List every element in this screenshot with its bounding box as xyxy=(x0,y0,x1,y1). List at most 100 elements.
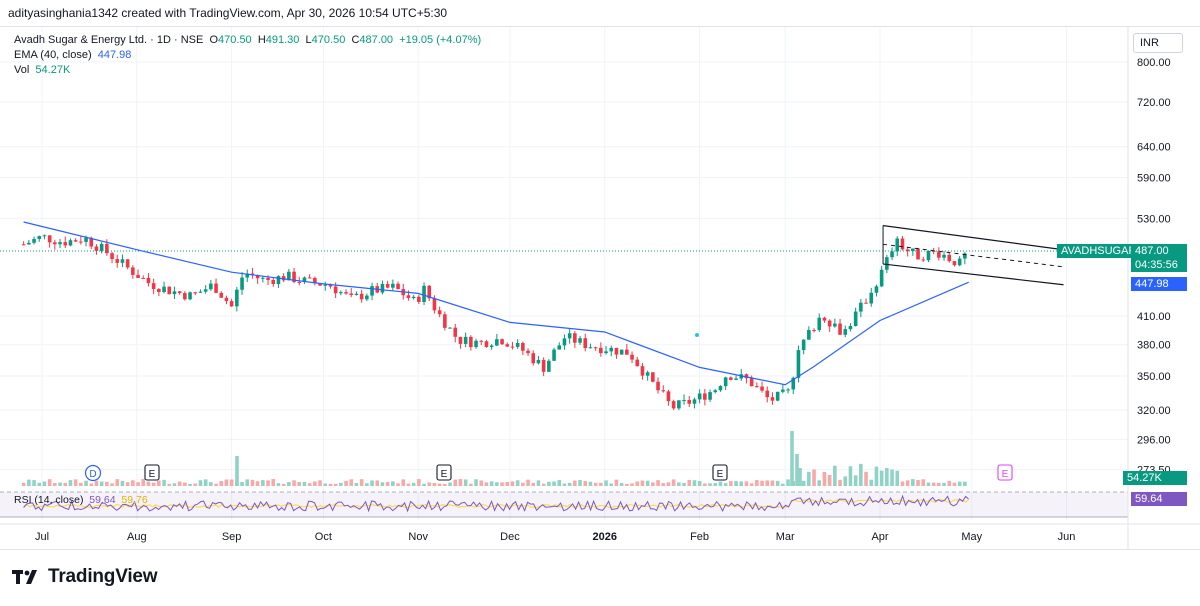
candle-body xyxy=(183,293,187,300)
candle-body xyxy=(287,271,291,281)
volume-bar xyxy=(677,482,681,486)
candle-body xyxy=(203,289,208,292)
price-tick-label: 800.00 xyxy=(1137,57,1171,69)
candle-body xyxy=(848,325,853,330)
candle-body xyxy=(229,301,234,307)
candle-body xyxy=(874,286,879,293)
candle-body xyxy=(822,317,827,321)
candle-body xyxy=(235,289,239,307)
volume-bar xyxy=(359,479,364,486)
candle-body xyxy=(547,360,551,372)
candle-body xyxy=(942,254,946,258)
brand[interactable]: TradingView xyxy=(12,566,158,588)
volume-bar xyxy=(469,483,473,486)
volume-bar xyxy=(942,482,946,486)
volume-bar xyxy=(526,479,530,486)
volume-bar xyxy=(167,483,172,486)
volume-bar xyxy=(869,479,874,486)
time-tick-label: Aug xyxy=(127,531,147,543)
candle-body xyxy=(354,293,359,296)
candle-body xyxy=(864,302,868,304)
candle-body xyxy=(661,390,666,392)
candle-body xyxy=(463,336,468,344)
volume-bar xyxy=(781,483,785,486)
volume-bar xyxy=(328,483,333,486)
candle-body xyxy=(125,259,130,268)
ema-label: EMA (40, close) xyxy=(14,49,92,61)
volume-bar xyxy=(396,483,400,486)
price-tick-label: 320.00 xyxy=(1137,405,1171,417)
candle-body xyxy=(266,277,270,280)
currency-label: INR xyxy=(1140,37,1159,49)
volume-bar xyxy=(432,482,437,486)
volume-bar xyxy=(474,479,478,486)
price-tick-label: 296.00 xyxy=(1137,435,1171,447)
ema-line xyxy=(23,221,969,386)
high-value: 491.30 xyxy=(265,34,300,46)
volume-bar xyxy=(760,480,764,486)
price-tick-label: 590.00 xyxy=(1137,173,1171,185)
candle-body xyxy=(271,279,276,285)
candle-body xyxy=(162,286,166,293)
volume-bar xyxy=(463,479,468,486)
candle-body xyxy=(921,259,926,261)
candle-body xyxy=(791,377,796,390)
volume-bar xyxy=(79,482,83,486)
candle-body xyxy=(167,286,172,295)
candle-body xyxy=(99,243,104,251)
candle-body xyxy=(209,283,213,290)
candle-body xyxy=(729,377,733,380)
volume-bar xyxy=(765,480,770,486)
legend-symbol-row: Avadh Sugar & Energy Ltd. · 1D · NSE O47… xyxy=(14,33,481,48)
time-tick-label: Apr xyxy=(871,531,888,543)
dividend-marker-icon xyxy=(84,464,102,482)
candle-body xyxy=(588,347,593,349)
volume-bar xyxy=(313,481,317,486)
candle-body xyxy=(27,242,31,245)
volume-bar xyxy=(489,481,494,486)
currency-selector[interactable]: INR xyxy=(1133,33,1183,53)
candle-body xyxy=(531,353,536,364)
chart-frame[interactable] xyxy=(0,26,1200,550)
volume-bar xyxy=(957,481,962,486)
candle-body xyxy=(656,381,660,391)
candle-body xyxy=(115,259,120,263)
volume-bar xyxy=(177,481,182,486)
change-value: +19.05 (+4.07%) xyxy=(399,34,482,46)
candle-body xyxy=(843,329,848,335)
volume-bar xyxy=(120,480,125,486)
candle-body xyxy=(635,359,640,367)
volume-bar xyxy=(895,470,900,486)
volume-bar xyxy=(224,479,229,486)
candle-body xyxy=(47,235,52,243)
event-marker: E xyxy=(997,464,1013,481)
candle-body xyxy=(573,333,577,343)
candle-body xyxy=(536,359,541,364)
candle-body xyxy=(151,283,156,290)
candle-body xyxy=(812,330,816,332)
volume-bar xyxy=(21,482,26,486)
volume-bar xyxy=(385,482,390,486)
candle-body xyxy=(734,378,738,380)
candle-body xyxy=(318,283,322,286)
rsi-panel xyxy=(0,491,1128,518)
candle-body xyxy=(261,277,265,279)
attribution-bar: adityasinghania1342 created with Trading… xyxy=(0,0,1200,26)
candle-body xyxy=(697,393,702,400)
volume-bar xyxy=(666,482,671,486)
candle-body xyxy=(552,349,556,361)
volume-bar xyxy=(713,483,718,486)
candle-body xyxy=(593,347,598,349)
volume-bar xyxy=(718,481,723,486)
volume-bar xyxy=(812,469,816,486)
candle-body xyxy=(526,350,530,354)
vol-tag: 54.27K xyxy=(1123,471,1187,485)
volume-bar xyxy=(853,475,858,486)
volume-bar xyxy=(255,481,260,486)
candle-body xyxy=(869,292,874,304)
volume-bar xyxy=(427,482,432,486)
price-tick-label: 350.00 xyxy=(1137,371,1171,383)
candle-body xyxy=(744,374,749,379)
candle-body xyxy=(448,327,452,329)
